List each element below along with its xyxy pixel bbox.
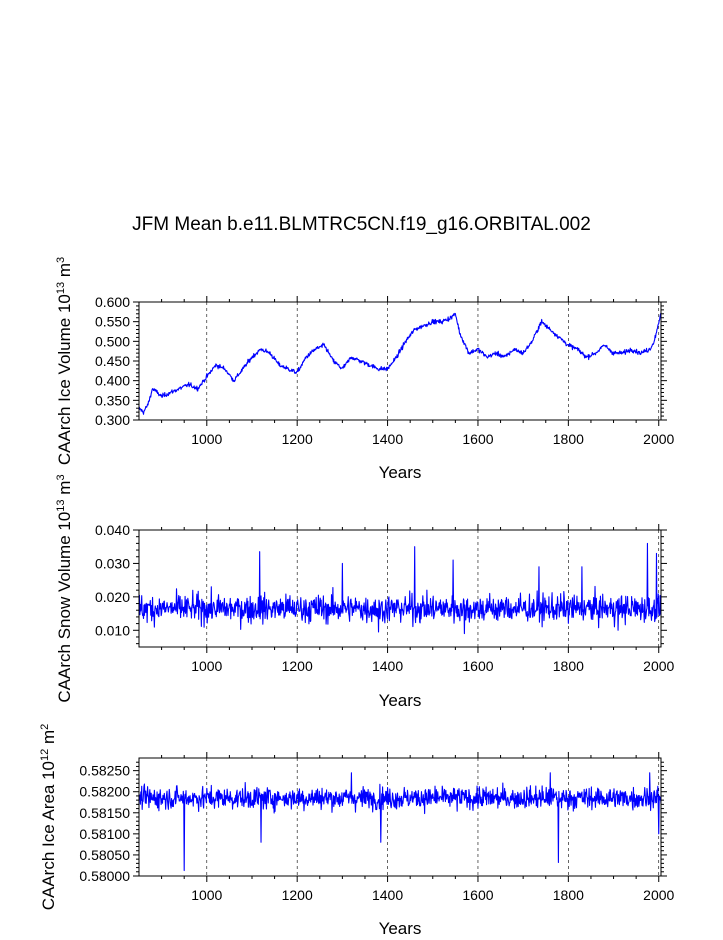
x-tick-label: 2000 <box>643 887 674 903</box>
chart-panel-3: 1000 1200 1400 1600 1800 2000 0.58000 0.58050 0.… <box>39 724 675 938</box>
y-tick-label: 0.350 <box>95 392 130 408</box>
y-tick-label: 0.020 <box>95 589 130 605</box>
y-axis-label-superscript: 12 <box>39 749 51 761</box>
y-axis-label-superscript: 13 <box>55 282 67 294</box>
x-tick-label: 1800 <box>553 431 584 447</box>
y-tick-label: 0.600 <box>95 294 130 310</box>
y-tick-label: 0.030 <box>95 555 130 571</box>
y-axis-label-part: m <box>39 730 58 749</box>
data-series-line <box>138 542 662 635</box>
y-tick-label: 0.58200 <box>79 784 130 800</box>
x-tick-label: 1000 <box>191 431 222 447</box>
y-axis-label-part: m <box>55 481 74 500</box>
x-tick-label: 1000 <box>191 887 222 903</box>
x-tick-label: 2000 <box>643 431 674 447</box>
x-tick-label: 1000 <box>191 658 222 674</box>
chart-panel-2: 1000 1200 1400 1600 1800 2000 0.010 0.020 0.030 0… <box>55 474 675 710</box>
y-tick-label: 0.300 <box>95 412 130 428</box>
plot-frame <box>138 757 662 877</box>
y-tick-label: 0.450 <box>95 353 130 369</box>
y-axis-label-superscript: 3 <box>55 474 67 480</box>
data-series-line <box>138 312 662 415</box>
x-tick-label: 2000 <box>643 658 674 674</box>
y-tick-label: 0.400 <box>95 373 130 389</box>
y-tick-label: 0.58000 <box>79 868 130 884</box>
y-axis-label-superscript: 13 <box>55 499 67 511</box>
y-axis-label: CAArch Snow Volume 1013 m3 <box>55 474 74 702</box>
x-tick-label: 1600 <box>462 887 493 903</box>
y-axis-label-part: m <box>55 263 74 282</box>
y-axis-label-part: CAArch Ice Area 10 <box>39 761 58 910</box>
y-axis-label: CAArch Ice Area 1012 m2 <box>39 724 58 911</box>
x-tick-label: 1200 <box>282 658 313 674</box>
data-series-line <box>138 772 662 872</box>
y-tick-label: 0.58100 <box>79 826 130 842</box>
y-axis-label-superscript: 2 <box>39 724 51 730</box>
x-axis-label: Years <box>379 463 422 482</box>
y-tick-label: 0.58050 <box>79 847 130 863</box>
x-tick-label: 1400 <box>372 658 403 674</box>
y-axis-label-part: CAArch Ice Volume 10 <box>55 294 74 465</box>
x-tick-label: 1200 <box>282 887 313 903</box>
x-axis-label: Years <box>379 919 422 935</box>
x-tick-label: 1600 <box>462 658 493 674</box>
x-tick-label: 1800 <box>553 887 584 903</box>
y-tick-label: 0.550 <box>95 314 130 330</box>
x-axis-label: Years <box>379 691 422 710</box>
figure-title: JFM Mean b.e11.BLMTRC5CN.f19_g16.ORBITAL… <box>132 214 591 235</box>
x-tick-label: 1800 <box>553 658 584 674</box>
x-tick-label: 1400 <box>372 431 403 447</box>
plot-frame <box>138 301 662 421</box>
y-tick-label: 0.010 <box>95 622 130 638</box>
y-tick-label: 0.58250 <box>79 763 130 779</box>
x-tick-label: 1200 <box>282 431 313 447</box>
y-axis-label: CAArch Ice Volume 1013 m3 <box>55 257 74 465</box>
y-tick-label: 0.58150 <box>79 805 130 821</box>
x-tick-label: 1400 <box>372 887 403 903</box>
y-axis-label-superscript: 3 <box>55 257 67 263</box>
y-tick-label: 0.500 <box>95 333 130 349</box>
y-tick-label: 0.040 <box>95 522 130 538</box>
chart-panel-1: 1000 1200 1400 1600 1800 2000 0.300 0.350 0.400 0… <box>55 257 675 482</box>
y-axis-label-part: CAArch Snow Volume 10 <box>55 512 74 703</box>
plot-frame <box>138 529 662 648</box>
x-tick-label: 1600 <box>462 431 493 447</box>
